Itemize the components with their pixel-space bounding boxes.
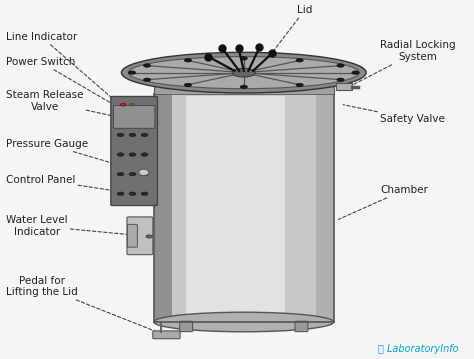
Text: Chamber: Chamber: [338, 185, 428, 219]
FancyBboxPatch shape: [180, 321, 192, 332]
Ellipse shape: [141, 172, 148, 176]
Ellipse shape: [117, 133, 124, 137]
Ellipse shape: [141, 153, 148, 157]
Bar: [154, 94, 334, 322]
Ellipse shape: [296, 59, 303, 62]
Text: Control Panel: Control Panel: [6, 174, 134, 194]
Ellipse shape: [141, 133, 148, 137]
Text: Safety Valve: Safety Valve: [343, 105, 445, 124]
Bar: [154, 73, 334, 94]
Ellipse shape: [337, 64, 344, 67]
Bar: [316, 94, 334, 322]
Ellipse shape: [146, 235, 152, 238]
Ellipse shape: [143, 64, 151, 67]
Text: Water Level
Indicator: Water Level Indicator: [6, 215, 149, 237]
Ellipse shape: [139, 169, 149, 176]
Ellipse shape: [117, 153, 124, 157]
Ellipse shape: [296, 83, 303, 87]
Ellipse shape: [352, 71, 359, 74]
Text: Pressure Gauge: Pressure Gauge: [6, 139, 144, 172]
Ellipse shape: [128, 57, 359, 89]
Ellipse shape: [141, 192, 148, 196]
Ellipse shape: [240, 57, 247, 60]
Ellipse shape: [120, 103, 126, 106]
Ellipse shape: [154, 312, 334, 332]
Ellipse shape: [129, 172, 136, 176]
Text: Lid: Lid: [262, 5, 312, 65]
FancyBboxPatch shape: [114, 106, 155, 128]
Ellipse shape: [129, 133, 136, 137]
Text: Line Indicator: Line Indicator: [6, 32, 117, 102]
Ellipse shape: [184, 59, 191, 62]
Ellipse shape: [129, 153, 136, 157]
Ellipse shape: [117, 192, 124, 196]
Ellipse shape: [232, 68, 255, 77]
FancyBboxPatch shape: [295, 321, 308, 332]
Text: Ⓛ LaboratoryInfo: Ⓛ LaboratoryInfo: [378, 344, 458, 354]
Ellipse shape: [128, 71, 136, 74]
Text: Pedal for
Lifting the Lid: Pedal for Lifting the Lid: [6, 276, 165, 335]
FancyBboxPatch shape: [127, 217, 153, 255]
Ellipse shape: [129, 192, 136, 196]
Ellipse shape: [337, 78, 344, 81]
FancyBboxPatch shape: [128, 224, 137, 247]
Ellipse shape: [240, 85, 247, 89]
Ellipse shape: [129, 103, 134, 106]
Bar: [154, 94, 334, 322]
Ellipse shape: [143, 78, 151, 81]
Text: Radial Locking
System: Radial Locking System: [352, 41, 456, 85]
Text: Power Switch: Power Switch: [6, 57, 117, 107]
FancyBboxPatch shape: [111, 97, 157, 205]
Ellipse shape: [117, 172, 124, 176]
Ellipse shape: [121, 52, 366, 93]
Text: Steam Release
Valve: Steam Release Valve: [6, 90, 117, 117]
Bar: [186, 96, 285, 320]
FancyBboxPatch shape: [153, 331, 180, 339]
FancyBboxPatch shape: [336, 83, 352, 90]
Bar: [154, 94, 172, 322]
Ellipse shape: [184, 83, 191, 87]
